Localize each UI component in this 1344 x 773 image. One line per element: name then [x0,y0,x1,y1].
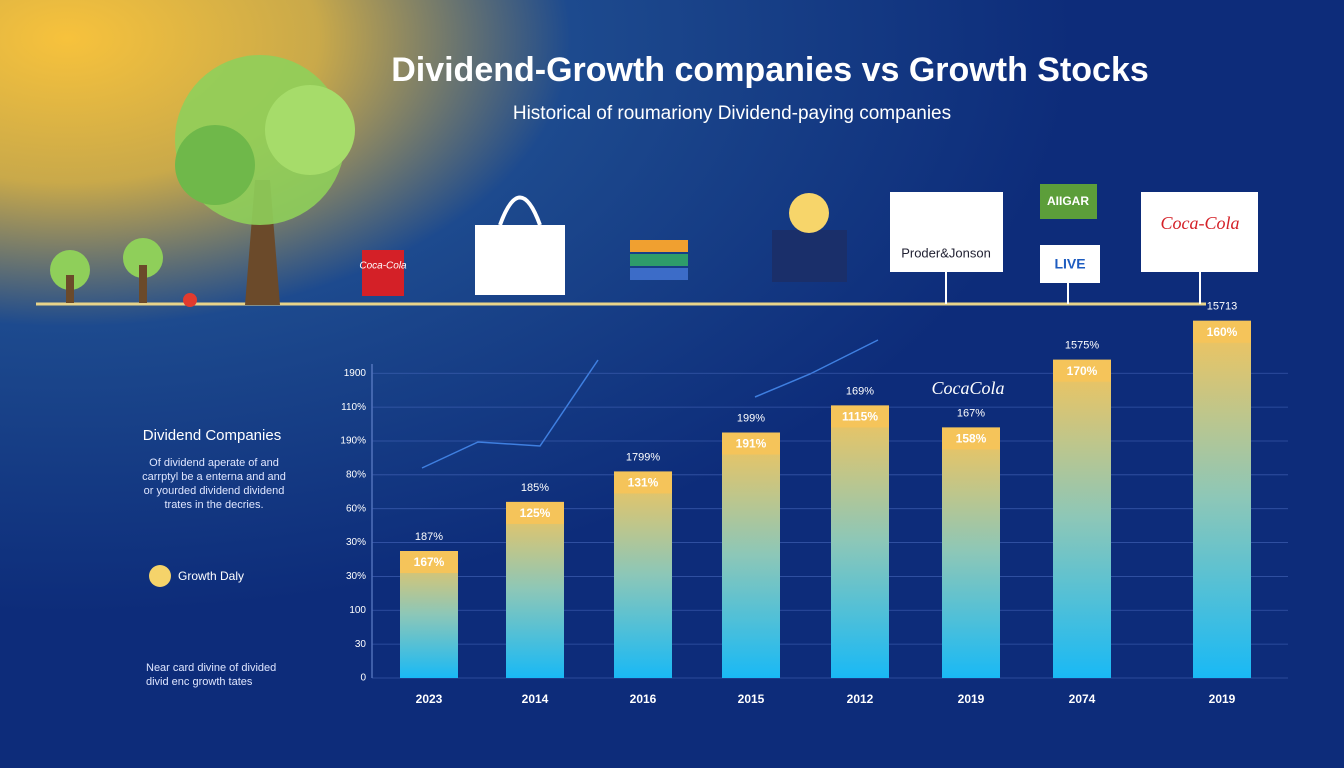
y-tick-label: 1900 [344,368,367,379]
bar [722,432,780,678]
bar-top-label: 185% [521,482,549,494]
bar-inner-label: 167% [414,555,445,569]
bar-inner-label: 131% [628,476,659,490]
bar-top-label: 1575% [1065,340,1099,352]
bar-top-label: 169% [846,385,874,397]
bar-inner-label: 158% [956,432,987,446]
description-line: carrptyl be a enterna and and [142,471,286,483]
chart: 0 30 100 30% 30% 60% 80% 190% 110% 1900 167% 187% 20… [340,301,1288,706]
bar [831,405,889,678]
description-line: or yourded dividend dividend [144,485,285,497]
bar-cap [614,471,672,494]
y-tick-label: 30% [346,537,366,548]
logo-icons: Coca-Cola Proder&Jonson AIIGAR LIVE Coca… [359,184,1258,398]
subtitle: Historical of roumariony Dividend-paying… [513,103,951,124]
bar-top-label: 187% [415,531,443,543]
bar [1053,359,1111,678]
footnote-line: divid enc growth tates [146,676,253,688]
bar-cap [831,405,889,428]
bar-inner-label: 125% [520,506,551,520]
x-tick-label: 2074 [1069,692,1096,706]
y-tick-label: 0 [360,673,366,684]
x-tick-label: 2019 [958,692,985,706]
bar-cap [1053,359,1111,382]
x-tick-label: 2023 [416,692,443,706]
logo-text: AIIGAR [1047,194,1089,208]
y-tick-label: 80% [346,469,366,480]
sidebar-description: Of dividend aperate of and carrptyl be a … [142,457,286,511]
bar [506,501,564,678]
title: Dividend-Growth companies vs Growth Stoc… [391,51,1149,89]
logo-text: Coca-Cola [1161,213,1240,233]
description-line: trates in the decries. [164,499,263,511]
bar [1193,320,1251,678]
y-tick-label: 190% [340,436,366,447]
logo-text: Proder&Jonson [901,245,991,260]
y-tick-label: 30% [346,571,366,582]
y-tick-label: 60% [346,503,366,514]
trend-arrows [421,339,879,469]
bar-top-label: 15713 [1207,301,1238,313]
bar-inner-label: 1115% [842,410,878,424]
bar-top-label: 167% [957,407,985,419]
x-tick-label: 2016 [630,692,657,706]
legend-label: Growth Daly [178,569,244,583]
bar-inner-label: 191% [736,437,767,451]
bar-top-label: 1799% [626,451,660,463]
footnote-line: Near card divine of divided [146,662,276,674]
y-tick-label: 30 [355,639,367,650]
bar-inner-label: 170% [1067,364,1098,378]
x-tick-label: 2014 [522,692,549,706]
bar [614,471,672,678]
sidebar-heading: Dividend Companies [143,427,281,444]
logo-text: CocaCola [931,378,1004,398]
bar-cap [722,432,780,455]
y-tick-label: 100 [349,605,366,616]
x-tick-label: 2015 [738,692,765,706]
bar-cap [400,551,458,574]
y-tick-label: 110% [341,402,366,413]
bar-cap [506,501,564,524]
logo-text: LIVE [1054,256,1085,272]
bar [942,427,1000,678]
bar-inner-label: 160% [1207,325,1238,339]
x-tick-label: 2019 [1209,692,1236,706]
x-tick-label: 2012 [847,692,874,706]
bar-top-label: 199% [737,412,765,424]
bar-cap [942,427,1000,450]
sidebar-footnote: Near card divine of divided divid enc gro… [146,662,276,688]
bar-cap [1193,320,1251,343]
logo-text: Coca-Cola [359,261,407,272]
legend-swatch [149,565,171,587]
tree [50,55,355,307]
description-line: Of dividend aperate of and [149,457,279,469]
